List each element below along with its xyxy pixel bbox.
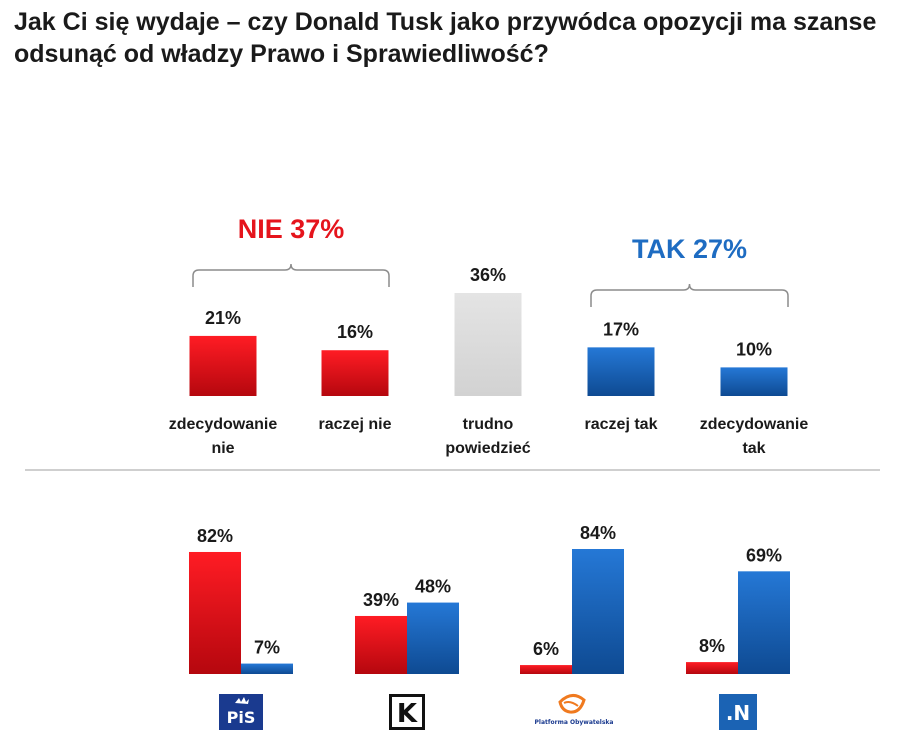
category-label: raczej tak	[585, 416, 658, 433]
value-label: 8%	[699, 636, 725, 656]
group-bracket	[192, 263, 390, 287]
svg-text:.N: .N	[726, 701, 750, 725]
bar-tak-4	[738, 571, 790, 674]
value-label: 82%	[197, 526, 233, 546]
bar-1	[189, 335, 257, 396]
bar-2	[321, 350, 389, 396]
category-label: nie	[211, 440, 234, 457]
value-label: 6%	[533, 639, 559, 659]
category-label: zdecydowanie	[700, 416, 809, 433]
group-label-tak: TAK 27%	[632, 234, 747, 264]
bar-tak-3	[572, 549, 624, 674]
chart-title: Jak Ci się wydaje – czy Donald Tusk jako…	[14, 8, 877, 68]
bar-5	[720, 367, 788, 396]
bar-nie-1	[189, 551, 241, 674]
value-label: 84%	[580, 523, 616, 543]
category-label: powiedzieć	[445, 440, 530, 457]
category-label: zdecydowanie	[169, 416, 278, 433]
value-label: 10%	[736, 339, 772, 359]
value-label: 17%	[603, 319, 639, 339]
category-label: raczej nie	[319, 416, 392, 433]
svg-text:Platforma Obywatelska: Platforma Obywatelska	[535, 719, 614, 726]
group-label-nie: NIE 37%	[238, 214, 345, 244]
kukiz-logo: K	[389, 694, 425, 730]
svg-text:K: K	[397, 699, 418, 729]
top-chart: 21% zdecydowanie nie 16% raczej nie 36% trudno…	[169, 214, 809, 457]
category-label: tak	[742, 440, 765, 457]
pis-logo: PiS	[219, 694, 263, 730]
value-label: 48%	[415, 577, 451, 597]
bar-nie-4	[686, 662, 738, 674]
group-bracket	[590, 283, 789, 307]
value-label: 36%	[470, 265, 506, 285]
value-label: 16%	[337, 322, 373, 342]
bar-tak-1	[241, 663, 293, 674]
po-logo: Platforma Obywatelska	[535, 694, 614, 726]
value-label: 69%	[746, 545, 782, 565]
bar-tak-2	[407, 602, 459, 674]
bar-3	[454, 293, 522, 396]
party-logos: PiS K Platforma Obywatelska .N	[219, 694, 757, 730]
value-label: 7%	[254, 638, 280, 658]
bar-nie-3	[520, 665, 572, 674]
value-label: 21%	[205, 308, 241, 328]
nowoczesna-logo: .N	[719, 694, 757, 730]
svg-text:PiS: PiS	[227, 708, 256, 727]
bar-nie-2	[355, 615, 407, 674]
value-label: 39%	[363, 590, 399, 610]
bar-4	[587, 347, 655, 396]
party-chart: 82% 39% 6% 8% 7% 48% 84% 69%	[189, 523, 790, 674]
category-label: trudno	[463, 416, 514, 433]
